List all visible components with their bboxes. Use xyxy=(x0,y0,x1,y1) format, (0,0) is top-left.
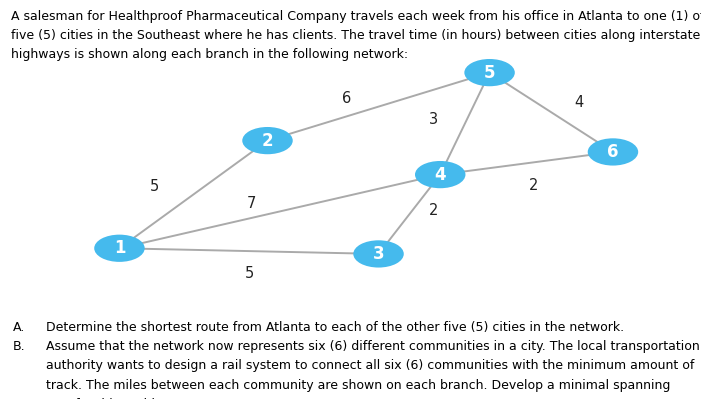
Text: 5: 5 xyxy=(245,266,254,280)
Text: 1: 1 xyxy=(114,239,125,257)
Text: 2: 2 xyxy=(261,132,273,150)
Text: Assume that the network now represents six (6) different communities in a city. : Assume that the network now represents s… xyxy=(46,340,700,354)
Text: 6: 6 xyxy=(607,143,619,161)
Text: 2: 2 xyxy=(529,178,538,193)
Text: 4: 4 xyxy=(575,95,584,110)
Text: 3: 3 xyxy=(429,112,438,127)
Text: A salesman for Healthproof Pharmaceutical Company travels each week from his off: A salesman for Healthproof Pharmaceutica… xyxy=(11,10,701,23)
Text: 6: 6 xyxy=(342,91,352,106)
Ellipse shape xyxy=(587,138,638,166)
Ellipse shape xyxy=(464,59,515,86)
Text: 3: 3 xyxy=(373,245,384,263)
Text: five (5) cities in the Southeast where he has clients. The travel time (in hours: five (5) cities in the Southeast where h… xyxy=(11,29,700,42)
Text: 5: 5 xyxy=(150,179,160,194)
Text: highways is shown along each branch in the following network:: highways is shown along each branch in t… xyxy=(11,48,408,61)
Ellipse shape xyxy=(353,240,404,268)
Text: 2: 2 xyxy=(429,203,439,218)
Ellipse shape xyxy=(415,161,465,188)
Ellipse shape xyxy=(94,235,144,262)
Text: authority wants to design a rail system to connect all six (6) communities with : authority wants to design a rail system … xyxy=(46,359,695,373)
Text: B.: B. xyxy=(13,340,25,354)
Text: tree for this problem.: tree for this problem. xyxy=(46,398,179,399)
Text: 7: 7 xyxy=(247,196,257,211)
Text: 4: 4 xyxy=(435,166,446,184)
Text: A.: A. xyxy=(13,321,25,334)
Text: Determine the shortest route from Atlanta to each of the other five (5) cities i: Determine the shortest route from Atlant… xyxy=(46,321,625,334)
Text: track. The miles between each community are shown on each branch. Develop a mini: track. The miles between each community … xyxy=(46,379,671,392)
Ellipse shape xyxy=(243,127,293,154)
Text: 5: 5 xyxy=(484,63,496,82)
